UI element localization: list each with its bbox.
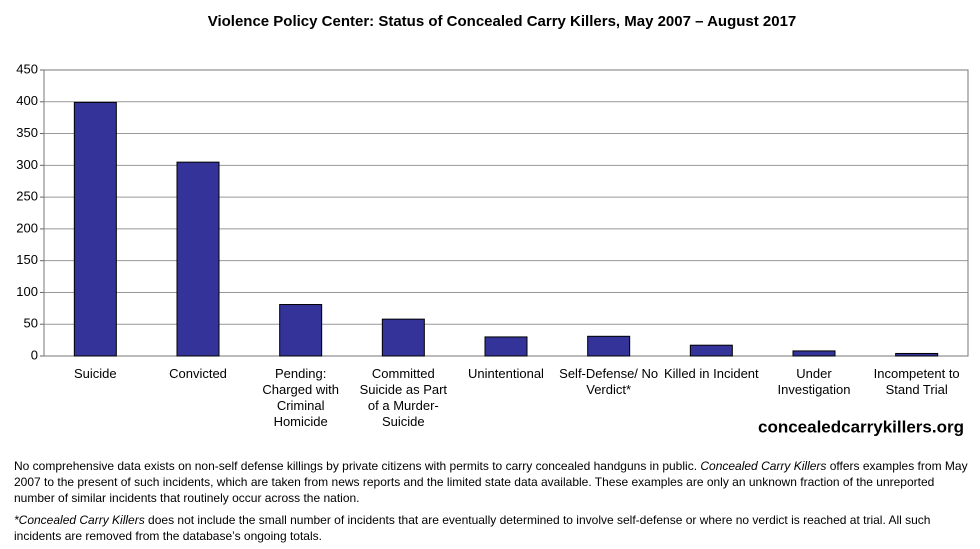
y-tick-label: 50 [24, 316, 38, 331]
x-tick-label: Unintentional [468, 366, 544, 381]
bar [73, 101, 117, 357]
source: concealedcarrykillers.org [758, 417, 964, 436]
note-text: No comprehensive data exists on non-self… [14, 459, 701, 473]
y-tick-label: 300 [16, 157, 38, 172]
x-tick-label: Committed Suicide as Part of a Murder-Su… [359, 366, 448, 429]
x-tick-label: Killed in Incident [663, 366, 759, 381]
bar [484, 336, 528, 357]
y-tick-label: 150 [16, 252, 38, 267]
bar [176, 161, 220, 357]
bar [381, 318, 425, 357]
y-tick-label: 200 [16, 220, 38, 235]
y-tick-label: 450 [16, 61, 38, 76]
x-tick-label: Convicted [169, 366, 227, 381]
y-tick-label: 0 [31, 347, 38, 362]
note: *Concealed Carry Killers does not includ… [14, 512, 969, 544]
x-tick-label: Under Investigation [777, 366, 851, 397]
note-text: *Concealed Carry Killers [14, 513, 145, 527]
x-tick-label: Incompetent to Stand Trial [873, 366, 960, 397]
y-tick-label: 100 [16, 284, 38, 299]
bar [689, 344, 733, 357]
note: No comprehensive data exists on non-self… [14, 458, 969, 506]
x-tick-label: Self-Defense/ No Verdict* [559, 366, 659, 397]
bar [587, 335, 631, 357]
y-tick-label: 350 [16, 125, 38, 140]
bar [895, 352, 939, 357]
x-tick-label: Pending: Charged with Criminal Homicide [262, 366, 339, 429]
x-tick-label: Suicide [74, 366, 117, 381]
bar [792, 350, 836, 357]
y-tick-label: 400 [16, 93, 38, 108]
chart-title: Violence Policy Center: Status of Concea… [208, 13, 797, 30]
note-text: Concealed Carry Killers [700, 459, 827, 473]
note-text: offers examples from May 2007 to the pre… [14, 459, 968, 505]
note-text: does not include the small number of inc… [14, 513, 931, 543]
bar [279, 304, 323, 357]
y-tick-label: 250 [16, 189, 38, 204]
